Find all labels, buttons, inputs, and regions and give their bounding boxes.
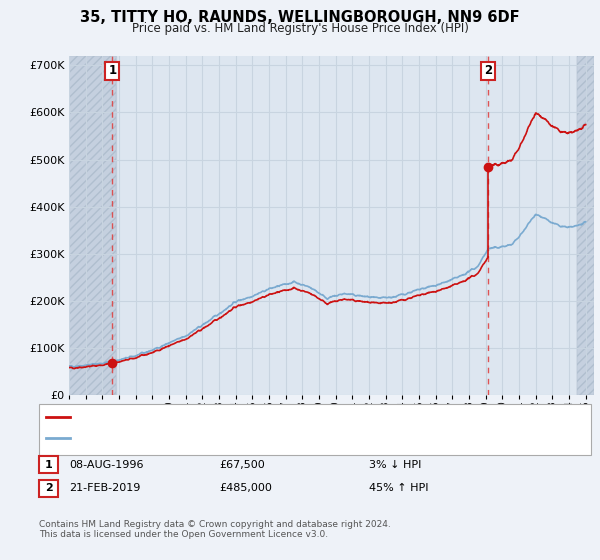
Text: Price paid vs. HM Land Registry's House Price Index (HPI): Price paid vs. HM Land Registry's House … — [131, 22, 469, 35]
Text: 1: 1 — [45, 460, 52, 470]
Bar — [69, 56, 116, 395]
Text: HPI: Average price, detached house, North Northamptonshire: HPI: Average price, detached house, Nort… — [75, 433, 395, 443]
Bar — [577, 56, 594, 395]
Text: 21-FEB-2019: 21-FEB-2019 — [69, 483, 140, 493]
Text: Contains HM Land Registry data © Crown copyright and database right 2024.
This d: Contains HM Land Registry data © Crown c… — [39, 520, 391, 539]
Text: 1: 1 — [108, 64, 116, 77]
Text: 35, TITTY HO, RAUNDS, WELLINGBOROUGH, NN9 6DF (detached house): 35, TITTY HO, RAUNDS, WELLINGBOROUGH, NN… — [75, 412, 448, 422]
Text: £485,000: £485,000 — [219, 483, 272, 493]
Text: 08-AUG-1996: 08-AUG-1996 — [69, 460, 143, 470]
Text: 2: 2 — [45, 483, 52, 493]
Text: 35, TITTY HO, RAUNDS, WELLINGBOROUGH, NN9 6DF: 35, TITTY HO, RAUNDS, WELLINGBOROUGH, NN… — [80, 10, 520, 25]
Text: 45% ↑ HPI: 45% ↑ HPI — [369, 483, 428, 493]
Bar — [577, 56, 594, 395]
Text: 2: 2 — [484, 64, 492, 77]
Text: £67,500: £67,500 — [219, 460, 265, 470]
Text: 3% ↓ HPI: 3% ↓ HPI — [369, 460, 421, 470]
Bar — [69, 56, 116, 395]
